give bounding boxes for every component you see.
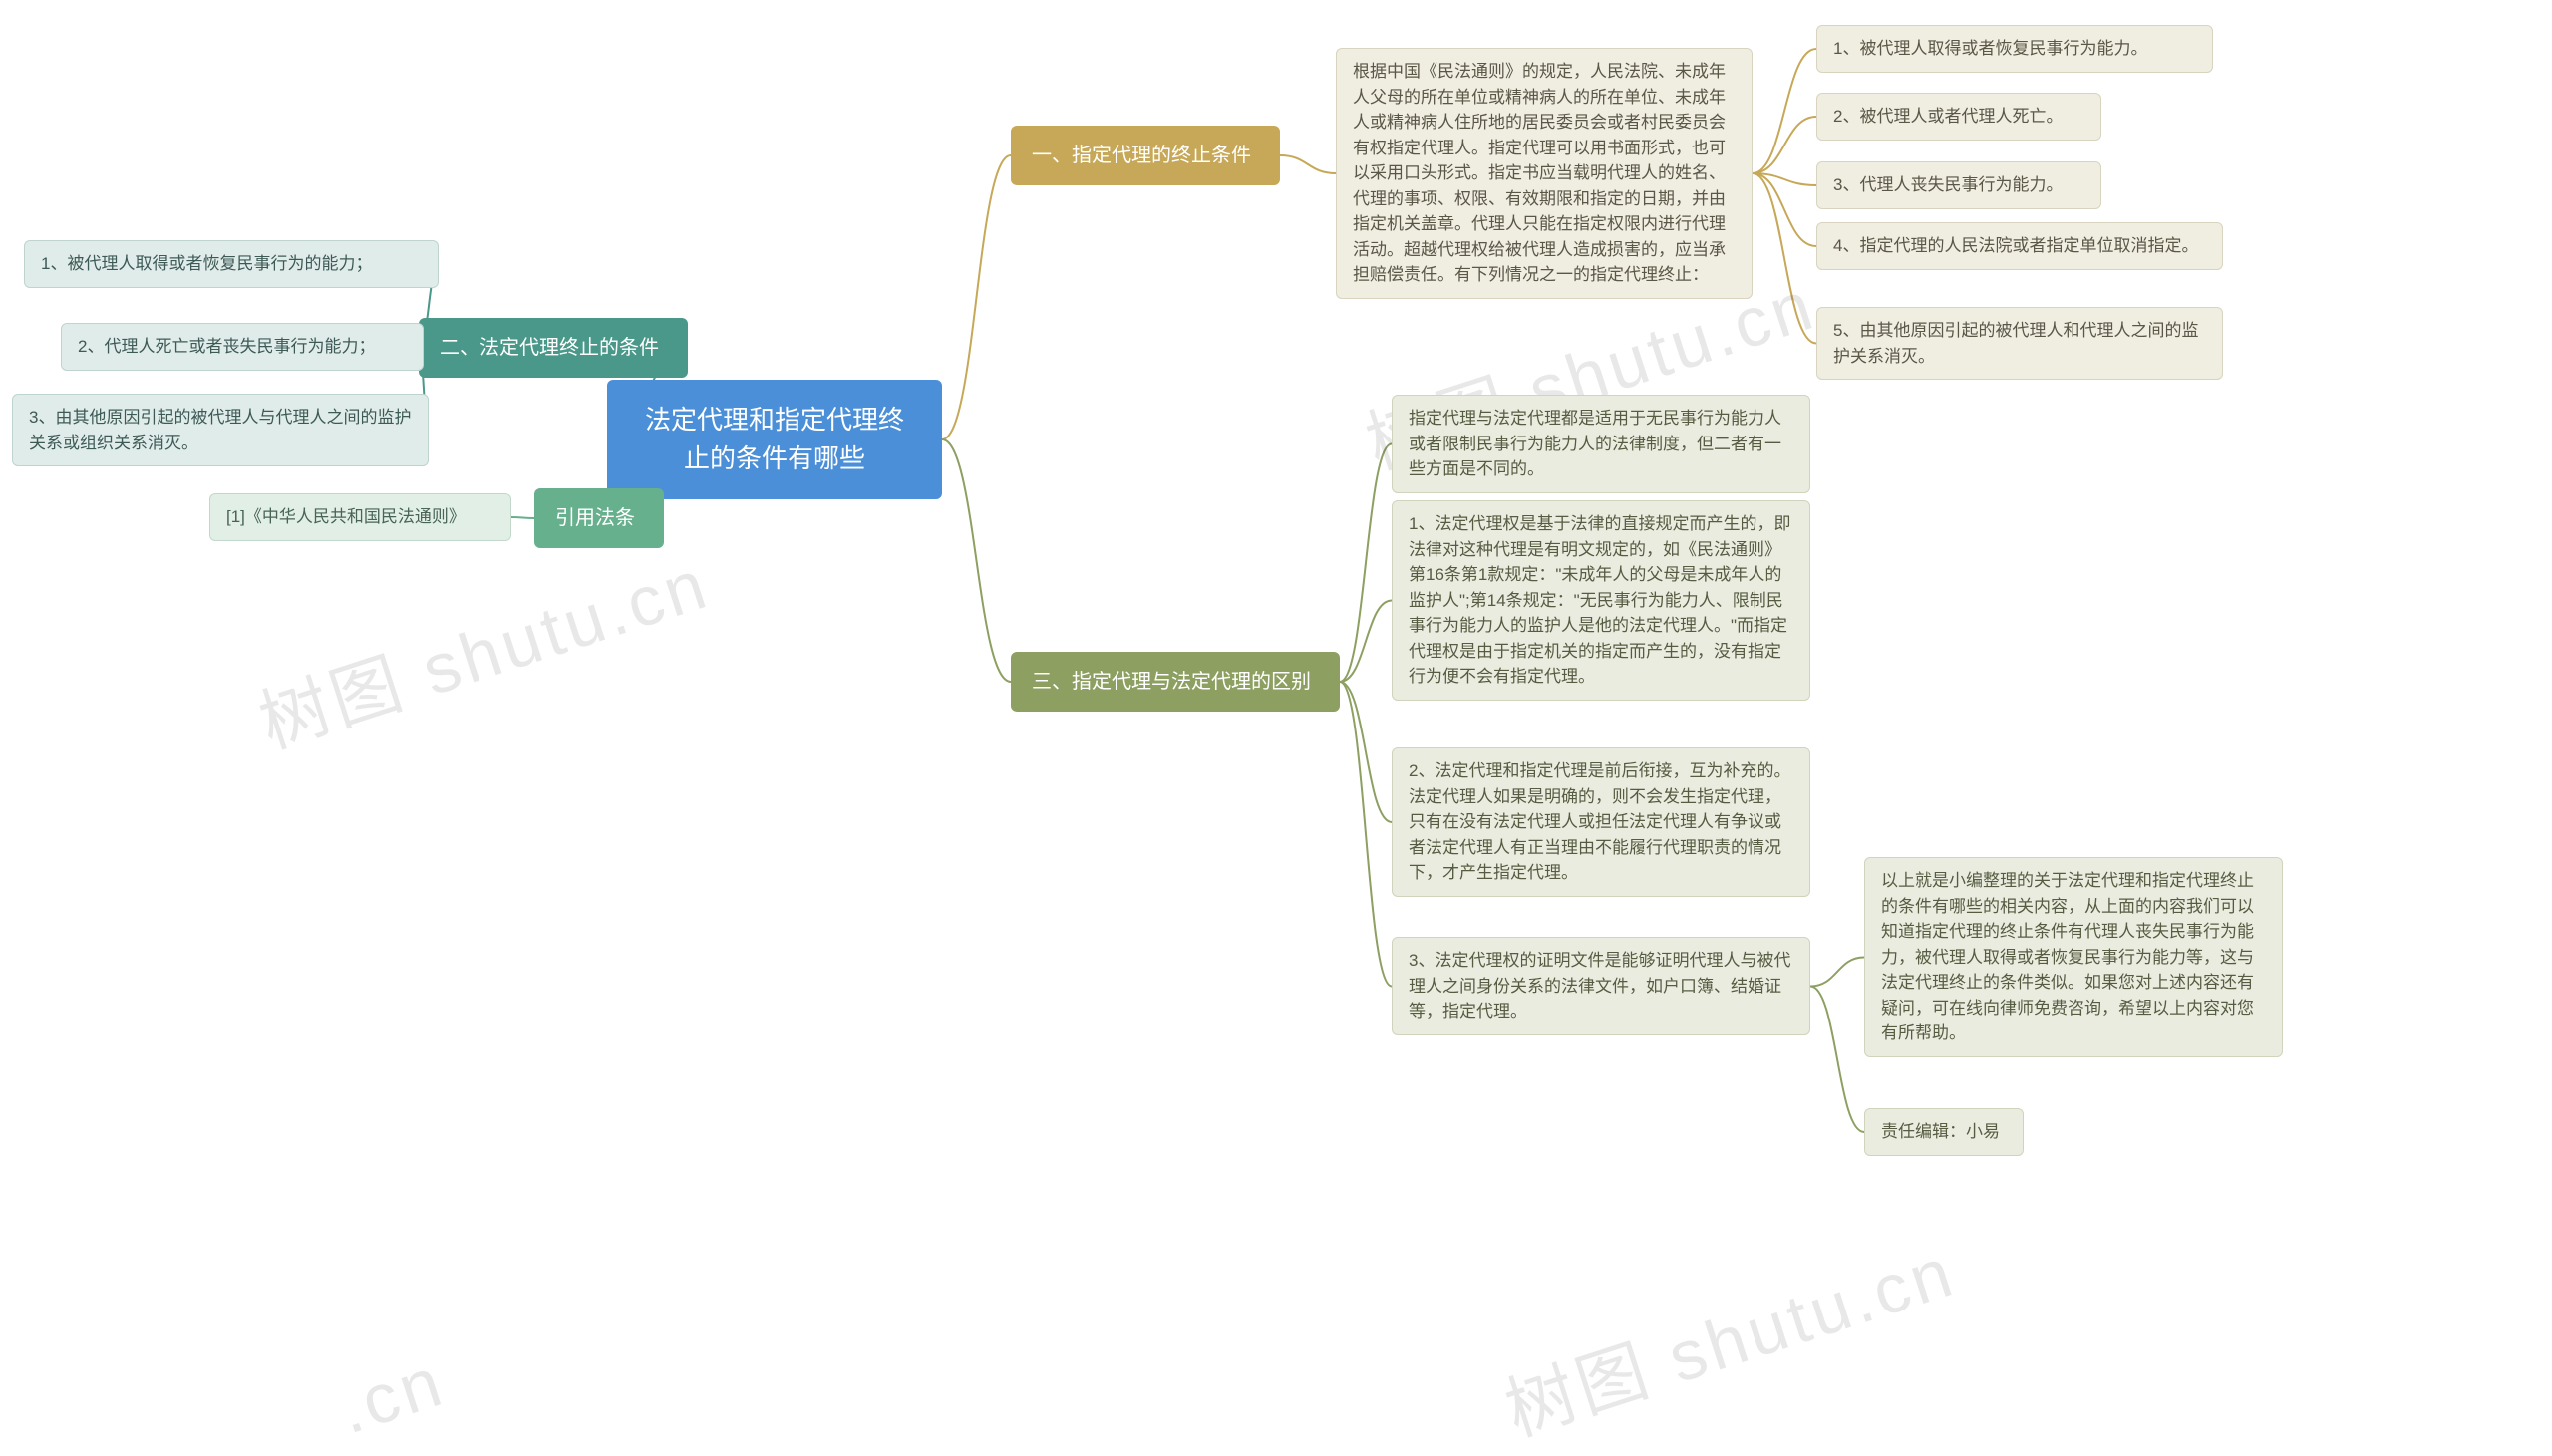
b3-item-2[interactable]: 1、法定代理权是基于法律的直接规定而产生的，即法律对这种代理是有明文规定的，如《… xyxy=(1392,500,1810,701)
watermark: 树图 shutu.cn xyxy=(245,528,720,768)
branch-4[interactable]: 引用法条 xyxy=(534,488,664,548)
b3-item-4-summary[interactable]: 以上就是小编整理的关于法定代理和指定代理终止的条件有哪些的相关内容，从上面的内容… xyxy=(1864,857,2283,1057)
connector-layer xyxy=(0,0,2552,1444)
b1-item-3[interactable]: 3、代理人丧失民事行为能力。 xyxy=(1816,161,2101,209)
b1-item-1[interactable]: 1、被代理人取得或者恢复民事行为能力。 xyxy=(1816,25,2213,73)
b3-item-3[interactable]: 2、法定代理和指定代理是前后衔接，互为补充的。法定代理人如果是明确的，则不会发生… xyxy=(1392,747,1810,897)
b1-item-5[interactable]: 5、由其他原因引起的被代理人和代理人之间的监护关系消灭。 xyxy=(1816,307,2223,380)
root-node[interactable]: 法定代理和指定代理终止的条件有哪些 xyxy=(607,380,942,499)
watermark: .cn xyxy=(329,1341,454,1450)
b2-item-1[interactable]: 1、被代理人取得或者恢复民事行为的能力； xyxy=(24,240,439,288)
b3-item-1[interactable]: 指定代理与法定代理都是适用于无民事行为能力人或者限制民事行为能力人的法律制度，但… xyxy=(1392,395,1810,493)
branch-1[interactable]: 一、指定代理的终止条件 xyxy=(1011,126,1280,185)
b3-item-4[interactable]: 3、法定代理权的证明文件是能够证明代理人与被代理人之间身份关系的法律文件，如户口… xyxy=(1392,937,1810,1035)
b2-item-2[interactable]: 2、代理人死亡或者丧失民事行为能力； xyxy=(61,323,424,371)
branch-3[interactable]: 三、指定代理与法定代理的区别 xyxy=(1011,652,1340,712)
branch-2[interactable]: 二、法定代理终止的条件 xyxy=(419,318,688,378)
b1-item-2[interactable]: 2、被代理人或者代理人死亡。 xyxy=(1816,93,2101,141)
b1-detail-text[interactable]: 根据中国《民法通则》的规定，人民法院、未成年人父母的所在单位或精神病人的所在单位… xyxy=(1336,48,1753,299)
watermark: 树图 shutu.cn xyxy=(1491,1216,1966,1456)
b2-item-3[interactable]: 3、由其他原因引起的被代理人与代理人之间的监护关系或组织关系消灭。 xyxy=(12,394,429,466)
b4-citation-1[interactable]: [1]《中华人民共和国民法通则》 xyxy=(209,493,511,541)
b1-item-4[interactable]: 4、指定代理的人民法院或者指定单位取消指定。 xyxy=(1816,222,2223,270)
b3-item-4-editor[interactable]: 责任编辑：小易 xyxy=(1864,1108,2024,1156)
mindmap-canvas: 树图 shutu.cn 树图 shutu.cn .cn 树图 shutu.cn … xyxy=(0,0,2552,1444)
